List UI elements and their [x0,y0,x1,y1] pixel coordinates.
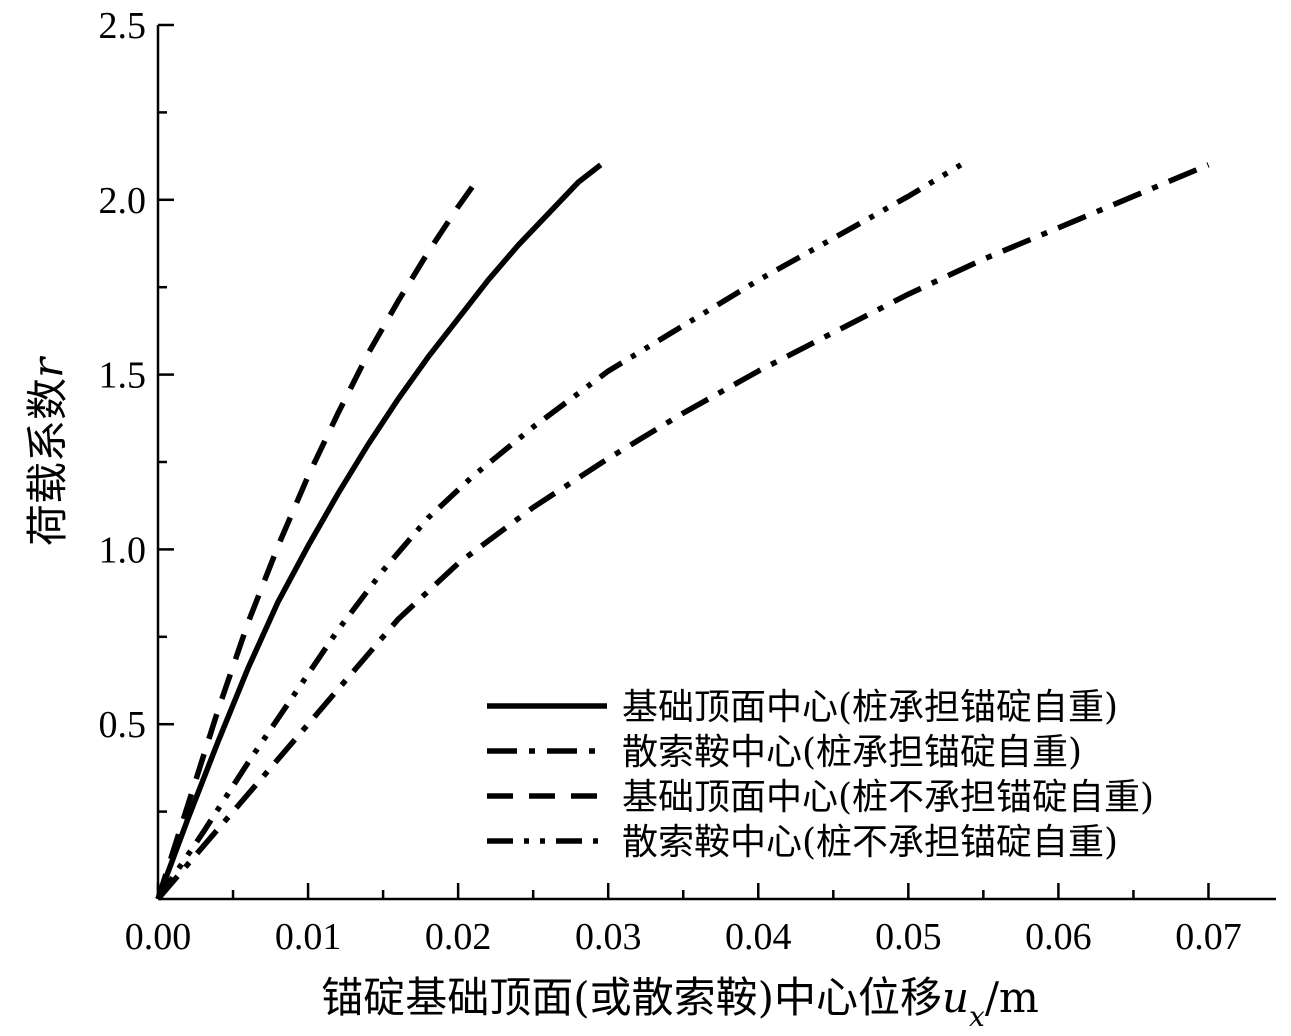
series-group [155,162,1210,901]
series-line-1 [155,162,603,900]
x-tick-label: 0.05 [875,916,942,958]
legend-label-2: 散索鞍中心(桩承担锚碇自重) [622,732,1082,773]
y-tick-label: 1.5 [99,355,147,397]
legend: 基础顶面中心(桩承担锚碇自重)散索鞍中心(桩承担锚碇自重)基础顶面中心(桩不承担… [487,687,1154,863]
y-tick-label: 2.5 [99,5,147,47]
x-tick-label: 0.01 [275,916,342,958]
x-tick-label: 0.06 [1025,916,1092,958]
y-tick-label: 0.5 [99,704,147,746]
y-axis-title-var: r [23,355,72,378]
x-axis-title-unit: /m [985,973,1039,1022]
x-tick-label: 0.04 [725,916,792,958]
y-axis-title-text: 荷载系数 [23,378,72,546]
series-line-3 [155,173,483,900]
y-tick-label: 1.0 [99,529,147,571]
x-tick-label: 0.02 [425,916,492,958]
x-tick-label: 0.03 [575,916,642,958]
x-axis-title: 锚碇基础顶面(或散索鞍)中心位移ux/m [321,973,1039,1033]
series-line-2 [155,162,1210,901]
legend-label-3: 基础顶面中心(桩不承担锚碇自重) [622,777,1154,818]
ticks [156,23,1210,899]
x-axis-title-text: 锚碇基础顶面(或散索鞍)中心位移 [321,973,942,1022]
legend-label-1: 基础顶面中心(桩承担锚碇自重) [622,687,1118,728]
y-axis-title: 荷载系数r [23,355,72,546]
y-tick-label: 2.0 [99,180,147,222]
legend-label-4: 散索鞍中心(桩不承担锚碇自重) [622,822,1118,863]
x-axis-title-var: u [942,973,969,1022]
x-tick-label: 0.00 [125,916,192,958]
x-axis-title-sub: x [969,1000,985,1033]
tick-labels: 0.00 0.01 0.02 0.03 0.04 0.05 0.06 0.07 0.5 1.0 1.… [99,5,1242,958]
x-tick-label: 0.07 [1175,916,1242,958]
